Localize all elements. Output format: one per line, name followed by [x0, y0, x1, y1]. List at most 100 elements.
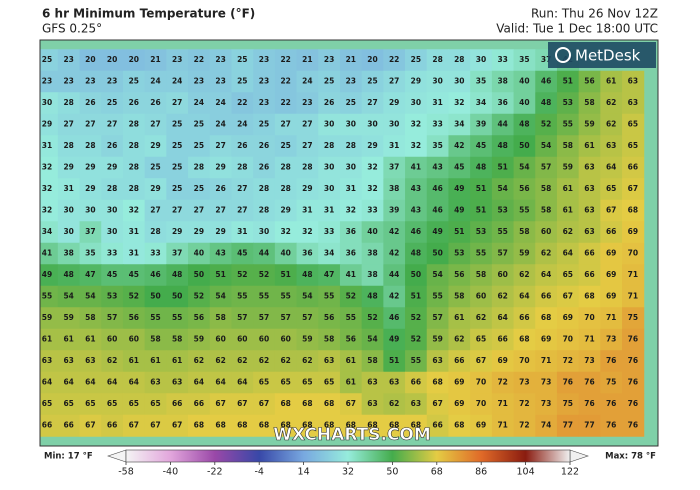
temp-cell — [209, 242, 232, 265]
temp-cell — [40, 92, 59, 115]
temp-label: 64 — [215, 378, 225, 387]
temp-label: 77 — [563, 421, 573, 430]
temp-label: 32 — [42, 184, 52, 193]
temp-cell — [339, 328, 363, 351]
temp-label: 25 — [172, 141, 182, 150]
temp-label: 29 — [367, 141, 377, 150]
temp-label: 62 — [259, 356, 269, 365]
temp-cell — [513, 242, 536, 265]
temp-label: 68 — [280, 421, 290, 430]
temp-cell — [274, 49, 298, 72]
temp-label: 61 — [63, 335, 73, 344]
temp-label: 45 — [454, 163, 464, 172]
temp-cell — [79, 49, 102, 72]
temp-label: 28 — [324, 141, 334, 150]
temp-cell — [556, 221, 580, 244]
temp-label: 67 — [85, 421, 95, 430]
temp-cell — [339, 414, 363, 437]
temp-cell — [361, 221, 384, 244]
temp-label: 31 — [42, 141, 52, 150]
temp-label: 63 — [584, 184, 594, 193]
temp-label: 37 — [172, 249, 182, 258]
temp-cell — [339, 350, 363, 373]
temp-cell — [535, 92, 558, 115]
temp-label: 56 — [324, 313, 334, 322]
temp-cell — [144, 49, 167, 72]
temp-label: 23 — [63, 55, 73, 64]
temp-cell — [361, 135, 384, 158]
temp-cell — [513, 178, 536, 201]
temp-label: 64 — [237, 378, 247, 387]
temp-cell — [361, 242, 384, 265]
temp-label: 65 — [606, 184, 616, 193]
temp-cell — [188, 178, 211, 201]
temp-cell — [622, 221, 645, 244]
temp-label: 29 — [85, 184, 95, 193]
temp-cell — [231, 135, 254, 158]
temp-label: 22 — [389, 55, 399, 64]
temp-cell — [122, 199, 146, 222]
temp-label: 26 — [259, 141, 269, 150]
temp-cell — [318, 92, 341, 115]
temp-label: 38 — [497, 77, 507, 86]
temp-cell — [491, 49, 515, 72]
temp-label: 53 — [497, 206, 507, 215]
temp-cell — [513, 92, 536, 115]
temp-label: 40 — [519, 98, 529, 107]
temp-label: 30 — [107, 206, 117, 215]
temp-cell — [578, 178, 601, 201]
temp-cell — [448, 49, 471, 72]
temp-cell — [513, 285, 536, 308]
temp-label: 63 — [628, 98, 638, 107]
temp-label: 65 — [129, 399, 139, 408]
temp-cell — [40, 307, 59, 330]
temp-cell — [101, 264, 124, 287]
temp-label: 60 — [476, 292, 486, 301]
temp-cell — [405, 328, 428, 351]
temp-label: 28 — [107, 184, 117, 193]
temp-label: 56 — [454, 270, 464, 279]
temp-cell — [600, 156, 623, 179]
temp-label: 25 — [194, 141, 204, 150]
temp-label: 55 — [172, 313, 182, 322]
temp-label: 60 — [215, 335, 225, 344]
temp-label: 67 — [129, 421, 139, 430]
temp-cell — [209, 113, 232, 136]
temp-label: 60 — [107, 335, 117, 344]
temp-label: 40 — [280, 249, 290, 258]
temp-cell — [166, 221, 189, 244]
temp-cell — [405, 221, 428, 244]
watermark: WXCHARTS.COM — [273, 425, 431, 445]
temp-label: 35 — [432, 141, 442, 150]
temp-cell — [40, 371, 59, 394]
temp-cell — [188, 264, 211, 287]
temp-cell — [253, 135, 276, 158]
temp-label: 63 — [172, 378, 182, 387]
temp-cell — [383, 156, 406, 179]
temp-label: 27 — [172, 206, 182, 215]
temp-label: 48 — [367, 292, 377, 301]
temp-label: 55 — [563, 120, 573, 129]
temp-cell — [40, 49, 59, 72]
temp-cell — [426, 371, 449, 394]
temp-label: 68 — [194, 421, 204, 430]
temp-cell — [166, 199, 189, 222]
temp-label: 68 — [411, 421, 421, 430]
temp-cell — [383, 264, 406, 287]
temp-cell — [361, 393, 384, 416]
temp-label: 22 — [280, 98, 290, 107]
temp-label: 23 — [346, 77, 356, 86]
temp-label: 76 — [628, 378, 638, 387]
temp-cell — [535, 178, 558, 201]
temp-cell — [470, 221, 493, 244]
temp-cell — [79, 70, 102, 93]
temp-label: 61 — [454, 313, 464, 322]
temp-label: 29 — [280, 206, 290, 215]
temp-label: 31 — [302, 206, 312, 215]
temp-cell — [470, 328, 493, 351]
temp-cell — [231, 70, 254, 93]
temp-label: 26 — [237, 141, 247, 150]
temp-cell — [426, 242, 449, 265]
temp-label: 61 — [129, 356, 139, 365]
temp-cell — [556, 242, 580, 265]
